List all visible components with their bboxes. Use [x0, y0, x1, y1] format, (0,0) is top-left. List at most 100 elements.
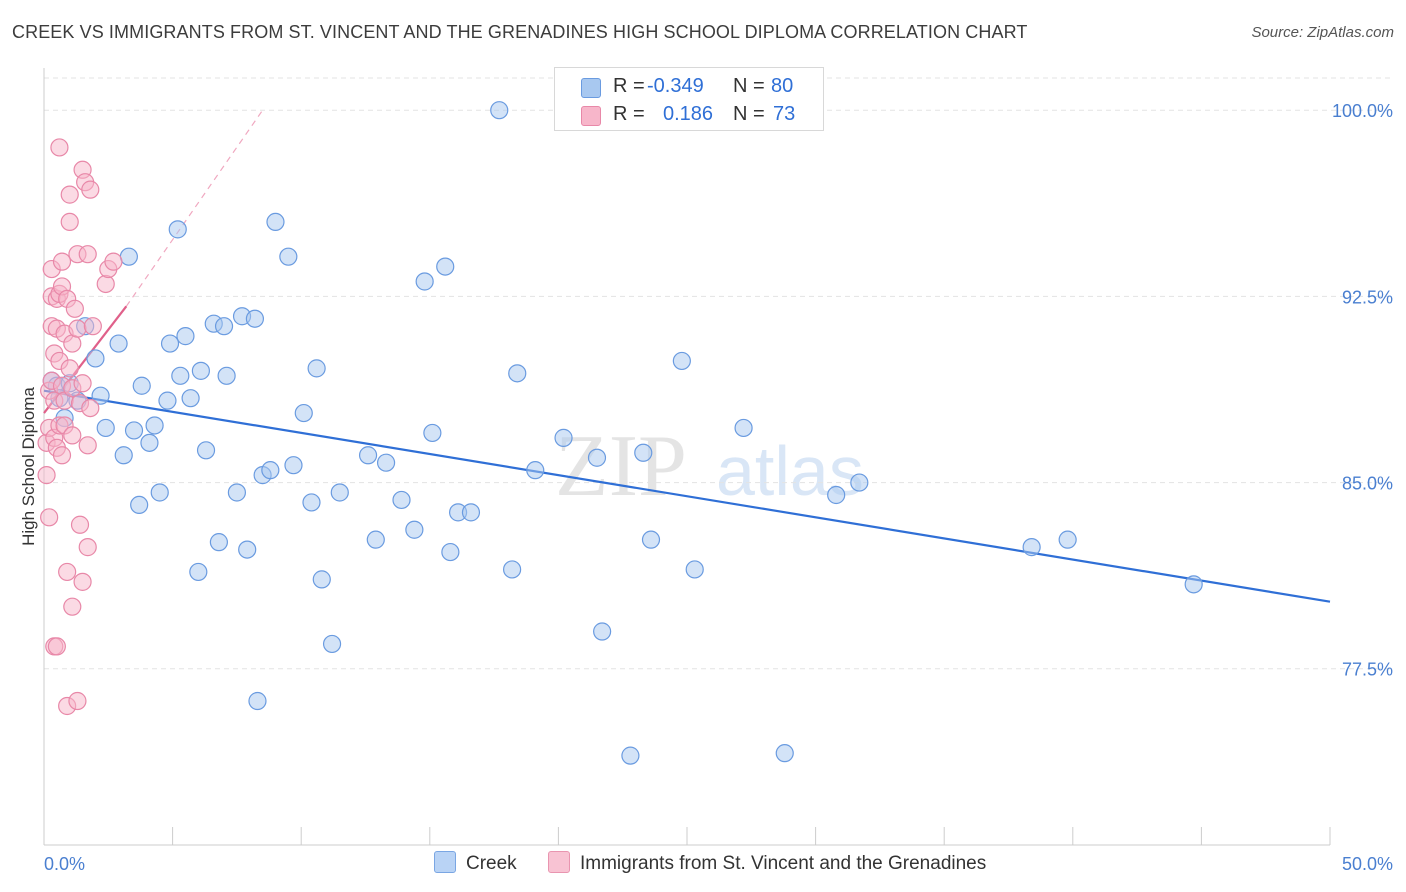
immigrants-point — [78, 245, 97, 264]
x-tick-label: 50.0% — [1342, 854, 1393, 874]
creek-point — [734, 418, 753, 438]
creek-legend-label: Creek — [466, 853, 517, 874]
immigrants-point — [52, 446, 72, 465]
immigrants-point — [96, 274, 115, 294]
creek-point — [423, 423, 442, 443]
creek-point — [176, 327, 195, 346]
axes — [43, 68, 1331, 846]
creek-point — [130, 495, 149, 515]
immigrants-point — [65, 299, 84, 318]
source-note: Source: ZipAtlas.com — [1251, 24, 1394, 41]
immigrants-point — [63, 597, 82, 616]
creek-point — [415, 272, 434, 291]
creek-point — [685, 560, 704, 579]
immigrants-swatch — [581, 106, 601, 126]
immigrants-point — [63, 426, 82, 445]
creek-point — [405, 520, 424, 539]
creek-point — [209, 533, 228, 552]
immigrants-point — [58, 562, 77, 582]
r-value-immigrants: 0.186 — [663, 103, 714, 125]
immigrants-point — [73, 572, 92, 591]
immigrants-point — [81, 398, 100, 418]
immigrants-trend-extension — [125, 109, 264, 307]
creek-point — [672, 351, 691, 371]
legend-item-immigrants: Immigrants from St. Vincent and the Gren… — [548, 851, 986, 875]
creek-point — [827, 485, 846, 505]
r-label: R = — [613, 103, 645, 125]
creek-point — [181, 389, 200, 408]
immigrants-point — [68, 691, 87, 711]
creek-point — [248, 691, 267, 711]
creek-point — [132, 376, 151, 395]
creek-point — [307, 359, 326, 378]
creek-point — [775, 744, 794, 763]
creek-point — [641, 530, 661, 549]
creek-point — [238, 540, 257, 559]
creek-point — [554, 428, 573, 447]
immigrants-point — [81, 180, 100, 199]
creek-point — [1184, 575, 1203, 594]
creek-point — [191, 361, 210, 380]
immigrants-point — [78, 436, 97, 455]
immigrants-point — [60, 212, 79, 232]
immigrants-legend-label: Immigrants from St. Vincent and the Gren… — [580, 853, 987, 874]
n-value-immigrants: 73 — [773, 103, 796, 125]
creek-swatch — [581, 78, 601, 98]
chart-title: CREEK VS IMMIGRANTS FROM ST. VINCENT AND… — [12, 22, 1028, 42]
creek-point — [279, 247, 298, 266]
creek-point — [312, 570, 331, 589]
creek-point — [526, 461, 545, 480]
creek-point — [1022, 538, 1041, 557]
creek-point — [461, 503, 481, 522]
correlation-legend: R = -0.349 N = 80 R = 0.186 N = 73 — [554, 67, 824, 131]
creek-point — [490, 101, 509, 120]
creek-point — [441, 542, 460, 562]
creek-point — [150, 483, 169, 502]
watermark: ZIP atlas — [555, 418, 864, 515]
creek-trend-line — [43, 389, 1331, 603]
creek-point — [503, 560, 522, 579]
creek-point — [508, 364, 527, 383]
immigrants-point — [83, 317, 102, 336]
creek-point — [1058, 530, 1077, 549]
creek-point — [109, 334, 128, 353]
r-label: R = — [613, 75, 645, 97]
creek-point — [294, 403, 313, 423]
immigrants-point — [52, 252, 72, 271]
creek-point — [114, 446, 133, 465]
immigrants-point — [60, 185, 79, 204]
creek-point — [376, 453, 396, 472]
creek-point — [593, 622, 612, 641]
creek-point — [436, 257, 455, 276]
immigrants-point — [78, 538, 97, 557]
legend-item-creek: Creek — [434, 851, 517, 875]
creek-point — [140, 433, 159, 452]
immigrants-point — [104, 252, 123, 271]
immigrants-point — [70, 515, 90, 534]
y-tick-label: 77.5% — [1342, 660, 1393, 680]
creek-point — [124, 421, 144, 440]
creek-point — [392, 490, 411, 510]
creek-point — [358, 446, 378, 465]
creek-point — [587, 448, 607, 467]
y-tick-label: 85.0% — [1342, 474, 1393, 494]
creek-point — [245, 309, 265, 328]
immigrants-point — [37, 466, 56, 485]
creek-point — [196, 441, 216, 460]
immigrants-point — [47, 637, 66, 656]
creek-point — [284, 456, 303, 475]
creek-point — [261, 461, 280, 480]
creek-point — [160, 334, 180, 353]
immigrants-point — [50, 138, 69, 157]
creek-point — [189, 562, 208, 582]
y-tick-label: 100.0% — [1332, 101, 1393, 121]
data-points — [37, 101, 1203, 765]
creek-point — [266, 212, 285, 232]
r-value-creek: -0.349 — [647, 75, 704, 97]
creek-point — [168, 220, 187, 239]
creek-point — [86, 349, 105, 368]
creek-point — [119, 247, 138, 266]
creek-point — [171, 366, 190, 385]
creek-point — [214, 317, 234, 336]
